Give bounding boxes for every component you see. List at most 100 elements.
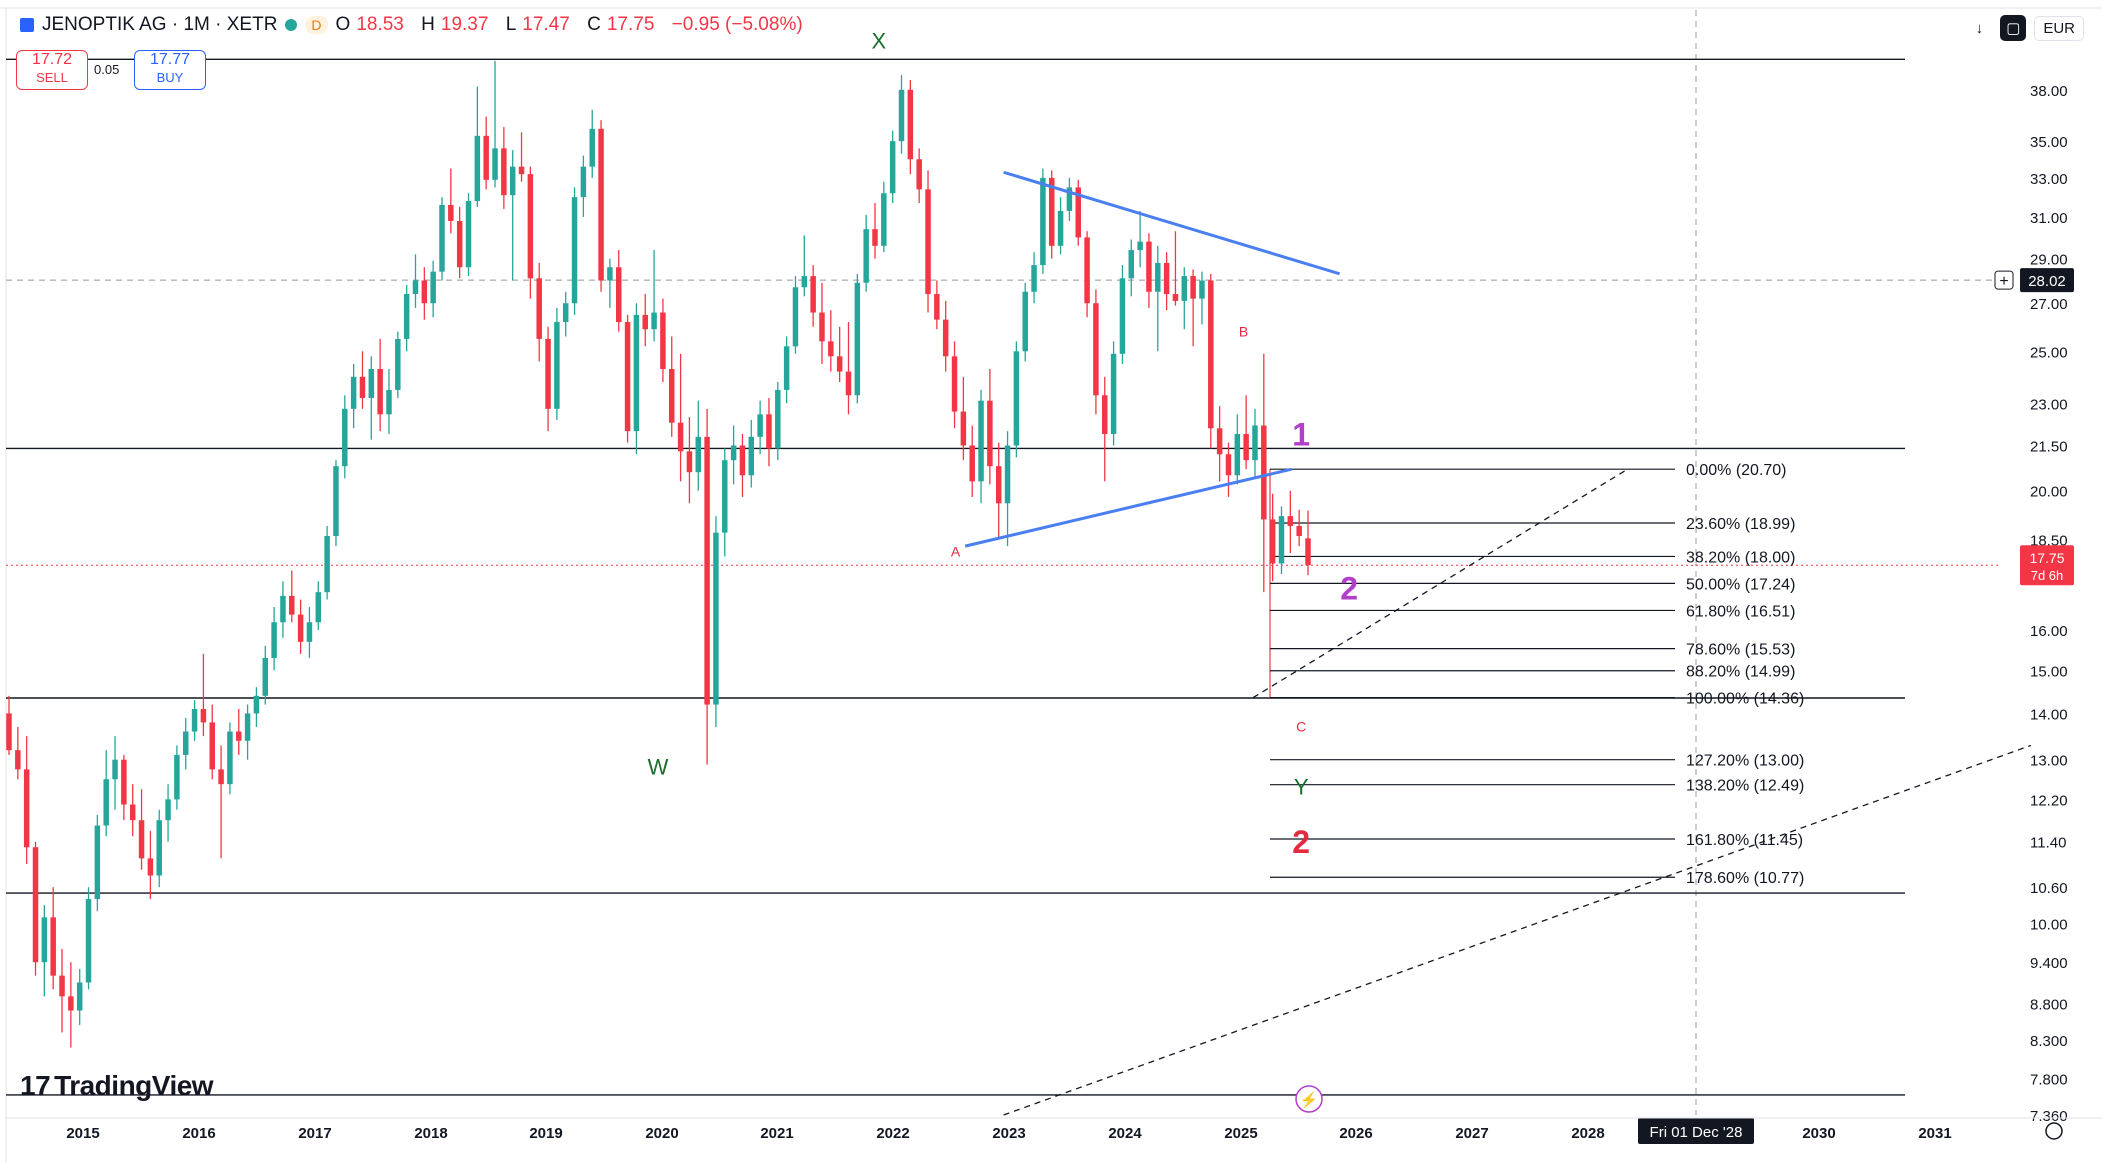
candle-body [881, 193, 887, 246]
candle-body [315, 592, 322, 623]
time-tick-label: 2021 [760, 1125, 793, 1142]
candle-body [15, 750, 21, 770]
candle-body [147, 858, 154, 876]
candle-body [236, 731, 242, 741]
price-tick-label: 8.300 [2030, 1033, 2068, 1050]
interval-badge: D [305, 16, 328, 34]
candle-body [227, 731, 233, 785]
candle-body [571, 197, 578, 304]
candle-body [1296, 525, 1302, 536]
time-tick-label: 2026 [1339, 1125, 1372, 1142]
candle-body [872, 229, 878, 246]
candle-body [262, 657, 269, 696]
candle-body [359, 376, 366, 398]
candle-body [960, 411, 967, 446]
currency-select[interactable]: EUR [2034, 15, 2084, 41]
candle-body [1243, 433, 1249, 461]
candle-body [1287, 516, 1294, 526]
candle-body [23, 769, 30, 848]
candle-body [439, 204, 445, 272]
candle-body [1216, 428, 1223, 455]
fib-level-label: 127.20% (13.00) [1686, 753, 1804, 770]
square-icon[interactable]: ▢ [2000, 15, 2027, 41]
candle-body [465, 201, 472, 268]
candle-body [121, 759, 127, 805]
candle-body [934, 294, 940, 320]
candle-body [1190, 276, 1196, 299]
price-tick-label: 29.00 [2030, 252, 2068, 269]
time-tick-label: 2023 [992, 1125, 1025, 1142]
candle-body [191, 708, 198, 732]
candle-body [651, 312, 657, 330]
symbol-title[interactable]: JENOPTIK AG · 1M · XETR [42, 14, 278, 35]
low-value: 17.47 [522, 14, 570, 35]
candle-body [174, 754, 180, 800]
candle-body [739, 445, 746, 476]
chart-toolbar: ↓ ▢ EUR [1966, 15, 2084, 41]
time-tick-label: 2020 [645, 1125, 678, 1142]
candle-body [792, 287, 799, 347]
candle-body [854, 282, 861, 396]
candle-body [942, 319, 949, 357]
candle-body [368, 369, 375, 398]
candle-body [395, 338, 401, 390]
candle-body [350, 376, 357, 409]
time-tick-label: 2024 [1108, 1125, 1142, 1142]
fib-level-label: 178.60% (10.77) [1686, 870, 1804, 887]
wave-label-w: W [648, 754, 669, 779]
candle-body [244, 713, 251, 741]
candle-body [1128, 250, 1135, 279]
dashed-trendline [1252, 468, 1628, 699]
symbol-legend: JENOPTIK AG · 1M · XETR D O 18.53 H 19.37 … [20, 14, 809, 36]
candle-body [1137, 241, 1143, 251]
arrow-down-icon[interactable]: ↓ [1975, 19, 1984, 37]
fib-level-label: 0.00% (20.70) [1686, 462, 1787, 479]
time-tick-label: 2018 [414, 1125, 447, 1142]
candle-body [509, 166, 516, 196]
price-tick-label: 13.00 [2030, 753, 2068, 770]
change-value: −0.95 (−5.08%) [671, 14, 803, 35]
candle-body [271, 622, 277, 658]
candle-body [112, 759, 118, 780]
candle-body [978, 400, 984, 482]
candle-body [898, 89, 905, 142]
candle-body [1040, 177, 1046, 266]
candle-body [253, 695, 260, 714]
fib-level-label: 50.00% (17.24) [1686, 576, 1795, 593]
sell-button[interactable]: 17.72 SELL [16, 50, 88, 90]
candle-body [1225, 454, 1232, 476]
candle-body [138, 820, 145, 859]
candle-body [695, 436, 702, 473]
candle-body [987, 400, 993, 467]
candle-body [554, 322, 560, 409]
sell-label: SELL [36, 70, 68, 85]
buy-button[interactable]: 17.77 BUY [134, 50, 206, 90]
fib-level-label: 61.80% (16.51) [1686, 603, 1795, 620]
candle-body [1075, 187, 1081, 238]
candle-body [129, 804, 136, 821]
crosshair-date-tag [1638, 1118, 1754, 1144]
candle-body [562, 303, 569, 323]
candle-body [412, 280, 419, 295]
candle-body [456, 220, 463, 268]
candle-body [1048, 177, 1055, 246]
candle-body [1278, 516, 1285, 564]
candle-body [165, 799, 171, 821]
price-tick-label: 8.800 [2030, 996, 2068, 1013]
candle-body [1208, 280, 1214, 429]
candle-body [925, 189, 931, 295]
candle-body [819, 312, 825, 342]
wave-label-2: 2 [1340, 571, 1358, 607]
candle-body [518, 166, 525, 175]
fib-level-label: 38.20% (18.00) [1686, 549, 1795, 566]
candle-body [1057, 210, 1064, 246]
tradingview-logo: 17 TradingView [20, 1070, 214, 1102]
candle-body [492, 148, 498, 180]
candle-body [624, 322, 631, 432]
candle-body [907, 89, 914, 160]
price-tick-label: 33.00 [2030, 171, 2068, 188]
candle-body [889, 141, 896, 194]
candle-body [730, 445, 737, 461]
